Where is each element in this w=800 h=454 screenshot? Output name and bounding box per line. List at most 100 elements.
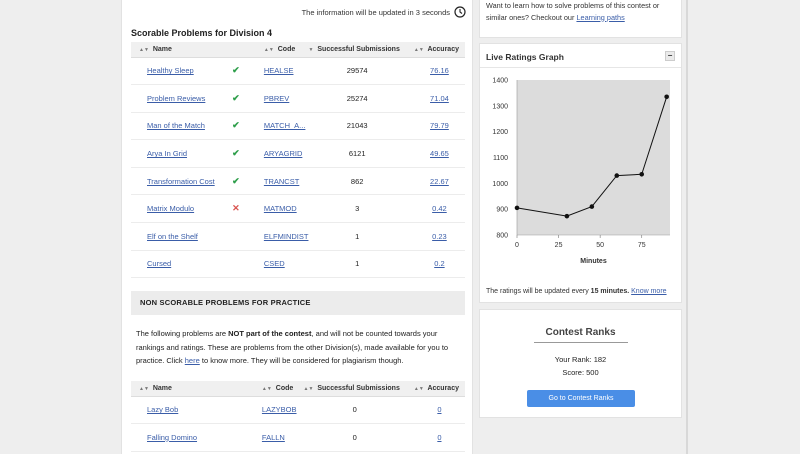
header-code[interactable]: ▲▼ Code [258,42,309,58]
problem-code-link[interactable]: MATMOD [263,204,297,214]
header-successful[interactable]: ▲▼ Successful Submissions [303,381,406,397]
problem-code-link[interactable]: MATCH_A... [263,121,306,131]
y-tick-label: 1300 [492,103,508,110]
problem-code-link[interactable]: ELFMINDIST [263,231,309,241]
problem-name-link[interactable]: Problem Reviews [147,93,206,103]
problem-code-link[interactable]: TRANCST [263,176,300,186]
your-rank: Your Rank: 182 [554,355,607,364]
successful-count: 25274 [308,84,406,113]
data-point [614,173,620,178]
status-cell [232,222,259,251]
table-header-row: ▲▼ Name ▲▼ Code ▼ Successful Submissions… [131,42,465,58]
learn-note: Want to learn how to solve problems of t… [479,0,682,38]
problem-code-link[interactable]: LAZYBOB [261,405,297,415]
header-name[interactable]: ▲▼ Name [131,381,231,397]
data-point [639,171,645,177]
accuracy-link[interactable]: 49.65 [430,149,449,159]
problem-code-link[interactable]: FALLN [261,432,285,442]
successful-count: 3 [308,194,406,224]
check-icon: ✔ [232,148,240,159]
problem-code-link[interactable]: ARYAGRID [263,149,303,159]
problems-card: The information will be updated in 3 sec… [121,0,473,454]
problem-name-link[interactable]: Matrix Modulo [147,204,195,214]
know-more-link[interactable]: here [184,356,200,365]
check-icon: ✔ [232,65,240,76]
accuracy-link[interactable]: 0.42 [432,204,447,214]
table-header-row: ▲▼ Name ▲▼ Code ▲▼ Successful Submission… [131,381,465,397]
practice-note: The following problems are NOT part of t… [136,329,449,365]
table-row: Lazy Bob LAZYBOB 0 0 [131,396,465,425]
problem-name-link[interactable]: Man of the Match [147,121,205,131]
x-axis-label: Minutes [580,258,607,265]
check-icon: ✔ [232,92,240,103]
nonscorable-table: ▲▼ Name ▲▼ Code ▲▼ Successful Submission… [131,381,465,452]
problem-code-link[interactable]: CSED [263,259,285,269]
sort-icon: ▲▼ [261,385,272,392]
problem-name-link[interactable]: Healthy Sleep [147,66,194,76]
problem-name-link[interactable]: Arya In Grid [147,149,188,159]
data-point [564,213,570,219]
problem-name-link[interactable]: Elf on the Shelf [147,231,198,241]
successful-count: 0 [303,423,406,452]
accuracy-link[interactable]: 71.04 [430,93,449,103]
successful-count: 1 [308,222,406,251]
y-tick-label: 1200 [492,129,508,136]
accuracy-link[interactable]: 0.2 [434,259,445,269]
learning-paths-link[interactable]: Learning paths [576,12,625,22]
table-row: Cursed CSED 1 0.2 [131,250,465,279]
header-name[interactable]: ▲▼ Name [131,42,233,58]
data-point [664,94,669,100]
sort-icon: ▲▼ [263,46,274,53]
series-line [516,96,668,217]
sort-desc-icon: ▼ [308,46,314,53]
sort-icon: ▲▼ [139,385,149,392]
y-tick-label: 900 [496,207,508,214]
accuracy-link[interactable]: 0 [437,405,442,415]
scorable-table: ▲▼ Name ▲▼ Code ▼ Successful Submissions… [131,42,465,279]
table-row: Healthy Sleep ✔ HEALSE 29574 76.16 [131,57,465,86]
scorable-title: Scorable Problems for Division 4 [131,28,273,38]
status-cell: ✔ [232,167,259,196]
sort-icon: ▲▼ [303,385,314,392]
x-tick-label: 25 [555,242,563,249]
problem-name-link[interactable]: Falling Domino [147,432,198,442]
header-accuracy[interactable]: ▲▼ Accuracy [405,381,465,397]
accuracy-link[interactable]: 79.79 [430,121,449,131]
problem-code-link[interactable]: HEALSE [263,66,294,76]
graph-know-more-link[interactable]: Know more [631,288,667,295]
header-successful[interactable]: ▼ Successful Submissions [308,42,406,58]
ratings-chart: 800 900 1000 1100 1200 1300 1400 0 25 50 75 Minutes [492,78,670,265]
successful-count: 1 [308,250,406,279]
status-cell: ✔ [232,84,259,113]
header-code[interactable]: ▲▼ Code [256,381,304,397]
status-cell [230,423,257,452]
collapse-button[interactable]: − [665,51,675,61]
ranks-divider [534,342,628,343]
header-accuracy[interactable]: ▲▼ Accuracy [405,42,465,58]
check-icon: ✔ [232,175,240,186]
table-row: Man of the Match ✔ MATCH_A... 21043 79.79 [131,112,465,141]
problem-name-link[interactable]: Cursed [147,259,172,269]
accuracy-link[interactable]: 0 [437,432,442,442]
problem-name-link[interactable]: Lazy Bob [147,405,179,415]
header-mark [232,42,259,58]
update-note: The information will be updated in 3 sec… [302,6,466,18]
status-cell: ✔ [232,57,259,86]
plot-area [517,80,670,235]
x-tick-label: 75 [638,242,646,249]
successful-count: 29574 [308,57,406,86]
go-to-contest-ranks-button[interactable]: Go to Contest Ranks [527,390,635,407]
sort-icon: ▲▼ [413,385,424,392]
accuracy-link[interactable]: 22.67 [430,176,449,186]
accuracy-link[interactable]: 76.16 [430,66,449,76]
problem-code-link[interactable]: PBREV [263,93,290,103]
successful-count: 0 [303,396,406,425]
successful-count: 862 [308,167,406,196]
table-row: Elf on the Shelf ELFMINDIST 1 0.23 [131,222,465,251]
problem-name-link[interactable]: Transformation Cost [147,176,215,186]
table-row: Arya In Grid ✔ ARYAGRID 6121 49.65 [131,139,465,168]
nonscorable-title: NON SCORABLE PROBLEMS FOR PRACTICE [131,291,465,315]
clock-icon [454,6,466,18]
accuracy-link[interactable]: 0.23 [432,231,447,241]
y-tick-label: 800 [496,233,508,240]
